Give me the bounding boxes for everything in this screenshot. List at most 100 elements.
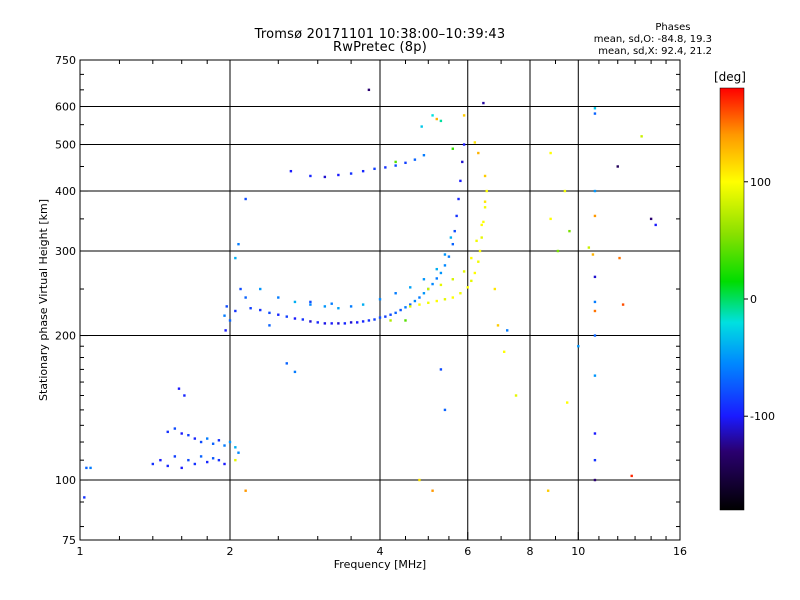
o-mode-point (159, 458, 162, 462)
o-mode-point (399, 308, 402, 312)
x-mode-point (485, 189, 488, 193)
o-mode-point (361, 169, 365, 173)
x-tick-label: 4 (377, 545, 384, 558)
x-mode-point (502, 350, 506, 353)
o-mode-point (85, 466, 88, 470)
x-mode-point (409, 305, 412, 308)
x-mode-point (514, 394, 518, 397)
o-mode-point (593, 300, 597, 304)
o-mode-point (593, 478, 597, 482)
o-mode-point (223, 314, 226, 317)
x-mode-point (496, 324, 500, 327)
x-mode-point (591, 253, 595, 256)
o-mode-point (234, 256, 237, 260)
o-mode-point (223, 444, 226, 447)
x-mode-point (493, 287, 497, 291)
x-mode-point (427, 301, 430, 305)
x-mode-point (475, 239, 478, 243)
x-mode-point (466, 286, 469, 289)
o-mode-point (378, 298, 382, 301)
o-mode-point (89, 466, 92, 470)
x-mode-point (439, 283, 443, 287)
o-mode-point (413, 299, 417, 303)
o-mode-point (244, 197, 247, 201)
y-tick-label: 750 (55, 54, 76, 67)
o-mode-point (205, 460, 209, 464)
o-mode-point (373, 318, 376, 321)
o-mode-point (593, 374, 597, 377)
y-axis-label: Stationary phase Virtual Height [km] (37, 199, 50, 401)
chart-subtitle: RwPretec (8p) (333, 40, 427, 55)
x-mode-point (640, 135, 643, 138)
o-mode-point (413, 158, 417, 161)
y-tick-label: 400 (55, 185, 76, 198)
o-mode-point (180, 432, 183, 435)
o-mode-point (384, 315, 387, 318)
x-mode-point (483, 206, 487, 209)
x-mode-point (480, 236, 483, 239)
x-mode-point (473, 141, 477, 144)
o-mode-point (394, 292, 397, 295)
o-mode-point (343, 322, 347, 325)
o-mode-point (422, 292, 426, 295)
o-mode-point (277, 313, 280, 316)
o-mode-point (237, 451, 240, 454)
o-mode-point (228, 319, 232, 322)
o-mode-point (373, 167, 376, 171)
o-mode-point (211, 457, 215, 460)
x-mode-point (473, 271, 477, 275)
x-mode-point (477, 260, 480, 263)
o-mode-point (293, 300, 297, 304)
x-mode-point (451, 296, 455, 299)
x-mode-point (234, 458, 237, 462)
o-mode-point (593, 458, 597, 462)
o-mode-point (435, 277, 438, 280)
o-mode-point (228, 440, 232, 444)
phase-stats-heading: Phases (655, 22, 691, 33)
o-mode-point (404, 161, 407, 165)
o-mode-point (234, 309, 237, 313)
x-mode-point (443, 298, 447, 301)
x-tick-label: 2 (227, 545, 234, 558)
o-mode-point (593, 334, 597, 337)
x-tick-label: 1 (77, 545, 84, 558)
o-mode-point (349, 321, 353, 324)
colorbar-tick-label: 0 (750, 293, 757, 306)
x-mode-point (478, 249, 482, 253)
x-mode-point (483, 174, 487, 178)
o-mode-point (443, 408, 447, 412)
o-mode-point (323, 175, 327, 179)
o-mode-point (435, 267, 438, 271)
x-mode-point (565, 401, 569, 404)
o-mode-point (244, 296, 247, 299)
o-mode-point (439, 119, 443, 123)
x-axis-label: Frequency [MHz] (334, 558, 426, 571)
o-mode-point (309, 320, 312, 323)
o-mode-point (309, 300, 312, 304)
o-mode-point (187, 433, 190, 437)
x-mode-point (482, 220, 485, 224)
o-mode-point (309, 174, 312, 178)
x-mode-point (630, 474, 633, 478)
x-mode-point (459, 292, 462, 295)
o-mode-point (455, 214, 458, 218)
x-mode-point (427, 287, 430, 291)
o-mode-point (166, 430, 169, 434)
o-mode-point (409, 286, 412, 289)
o-mode-point (268, 311, 271, 315)
colorbar (719, 87, 745, 511)
x-mode-point (435, 299, 438, 303)
x-mode-point (568, 229, 571, 233)
x-mode-point (462, 270, 466, 273)
o-mode-point (285, 315, 288, 318)
o-mode-point (378, 316, 382, 319)
o-mode-point (482, 101, 485, 105)
x-tick-label: 8 (527, 545, 534, 558)
x-mode-point (593, 214, 597, 218)
o-mode-point (199, 455, 203, 458)
x-mode-point (654, 223, 657, 227)
o-mode-point (461, 160, 464, 164)
o-mode-point (211, 442, 215, 445)
x-mode-point (616, 165, 619, 168)
o-mode-point (389, 313, 392, 316)
